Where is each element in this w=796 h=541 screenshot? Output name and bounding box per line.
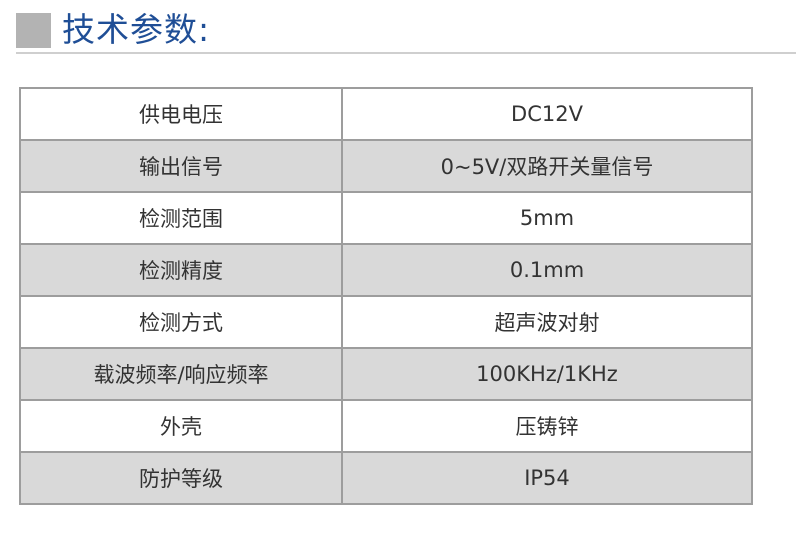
- spec-value: 压铸锌: [341, 399, 753, 453]
- spec-value: 5mm: [341, 191, 753, 245]
- spec-table: 供电电压 DC12V 输出信号 0~5V/双路开关量信号 检测范围 5mm 检测精度 0.1m…: [19, 87, 753, 505]
- spec-label: 检测范围: [19, 191, 343, 245]
- spec-label: 载波频率/响应频率: [19, 347, 343, 401]
- table-row: 载波频率/响应频率 100KHz/1KHz: [19, 347, 753, 401]
- table-row: 输出信号 0~5V/双路开关量信号: [19, 139, 753, 193]
- spec-value: 超声波对射: [341, 295, 753, 349]
- spec-label: 外壳: [19, 399, 343, 453]
- spec-value: DC12V: [341, 87, 753, 141]
- spec-label: 检测精度: [19, 243, 343, 297]
- spec-value: 0.1mm: [341, 243, 753, 297]
- spec-label: 输出信号: [19, 139, 343, 193]
- spec-label: 供电电压: [19, 87, 343, 141]
- spec-value: IP54: [341, 451, 753, 505]
- title-divider: [16, 52, 796, 54]
- section-title: 技术参数:: [62, 10, 211, 49]
- table-row: 检测精度 0.1mm: [19, 243, 753, 297]
- table-row: 检测方式 超声波对射: [19, 295, 753, 349]
- table-row: 检测范围 5mm: [19, 191, 753, 245]
- title-square-icon: [16, 13, 51, 48]
- spec-label: 检测方式: [19, 295, 343, 349]
- table-row: 防护等级 IP54: [19, 451, 753, 505]
- table-row: 供电电压 DC12V: [19, 87, 753, 141]
- spec-value: 0~5V/双路开关量信号: [341, 139, 753, 193]
- spec-label: 防护等级: [19, 451, 343, 505]
- table-row: 外壳 压铸锌: [19, 399, 753, 453]
- spec-value: 100KHz/1KHz: [341, 347, 753, 401]
